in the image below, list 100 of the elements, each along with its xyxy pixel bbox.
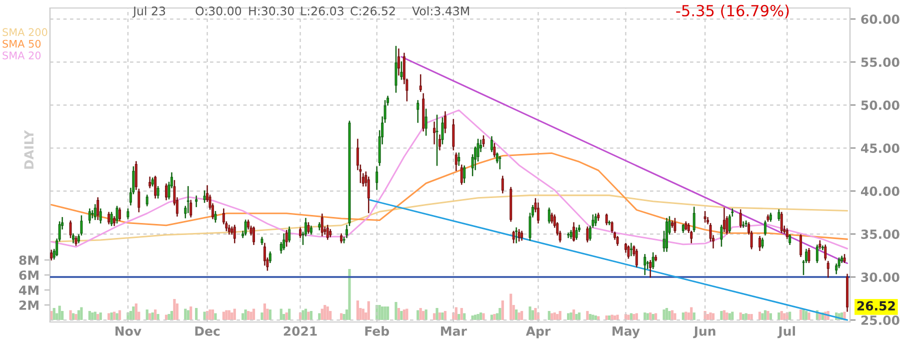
bar xyxy=(592,314,594,320)
bar xyxy=(684,312,688,320)
y2-tick-label: 4M xyxy=(19,286,38,295)
annotation: -5.35 (16.79%) xyxy=(676,4,789,18)
bar xyxy=(348,268,351,320)
candlestick xyxy=(88,208,91,224)
candlestick xyxy=(118,208,121,221)
candlestick xyxy=(722,208,726,232)
candlestick xyxy=(742,221,745,228)
bar xyxy=(378,304,381,320)
bar xyxy=(764,310,767,320)
bar xyxy=(788,312,792,320)
bar xyxy=(184,308,187,320)
candlestick xyxy=(285,230,288,247)
candlestick xyxy=(720,224,723,247)
bar xyxy=(744,313,748,320)
bar xyxy=(520,310,524,320)
candlestick xyxy=(397,48,400,76)
text: SMA 200 xyxy=(2,28,48,36)
candlestick xyxy=(800,234,802,258)
candlestick xyxy=(548,208,550,224)
candlestick xyxy=(586,226,589,242)
annotation: L:26.03 xyxy=(301,6,344,16)
line-series xyxy=(50,152,848,240)
bar xyxy=(320,308,324,320)
bar xyxy=(783,313,786,320)
candlestick xyxy=(416,100,420,123)
bar xyxy=(340,313,343,320)
bar xyxy=(244,309,247,320)
candlestick xyxy=(452,119,455,150)
candlestick xyxy=(501,176,504,194)
candlestick xyxy=(252,226,255,245)
bar xyxy=(436,308,438,320)
candlestick xyxy=(652,252,654,270)
bar xyxy=(720,310,723,320)
candlestick xyxy=(96,197,100,220)
bar xyxy=(394,302,398,320)
candlestick xyxy=(498,156,502,170)
bar xyxy=(307,312,310,320)
bar xyxy=(594,315,597,320)
bar xyxy=(690,307,693,320)
y-tick-label: 55.00 xyxy=(861,57,900,67)
candlestick xyxy=(441,117,444,144)
candlestick xyxy=(630,242,632,256)
candlestick xyxy=(376,166,378,190)
bar xyxy=(712,313,715,320)
candlestick xyxy=(99,208,102,224)
bar xyxy=(460,308,463,320)
candlestick xyxy=(419,74,422,92)
bar xyxy=(386,306,390,320)
bar xyxy=(52,308,56,320)
bar xyxy=(156,314,160,320)
bar xyxy=(706,314,710,320)
bar xyxy=(176,303,178,320)
bar xyxy=(362,308,364,320)
bar xyxy=(588,314,592,320)
bar xyxy=(419,308,422,320)
bar xyxy=(627,314,630,320)
bar xyxy=(769,313,772,320)
candlestick xyxy=(824,244,827,260)
bar xyxy=(422,310,425,320)
candlestick xyxy=(816,244,818,264)
x-tick-label: 2021 xyxy=(284,326,317,336)
bar xyxy=(263,303,266,320)
bar xyxy=(154,309,157,320)
bar xyxy=(558,310,562,320)
candlestick xyxy=(233,224,236,244)
candlestick xyxy=(214,211,217,223)
bar xyxy=(742,314,745,320)
candlestick xyxy=(326,224,329,240)
bar xyxy=(635,313,638,320)
bar xyxy=(132,306,135,320)
y-tick-label: 45.00 xyxy=(860,143,900,153)
bar xyxy=(808,312,810,320)
bar xyxy=(728,313,731,320)
bar xyxy=(118,310,122,320)
candlestick xyxy=(126,208,130,220)
bar xyxy=(550,313,554,320)
bar xyxy=(116,313,118,320)
y-tick-label: 60.00 xyxy=(861,14,900,24)
x-tick-label: Apr xyxy=(526,326,551,338)
bar xyxy=(662,309,666,320)
candlestick xyxy=(282,233,286,250)
bar xyxy=(750,314,753,320)
candlestick xyxy=(780,212,783,233)
bar xyxy=(644,312,646,320)
bar xyxy=(441,312,444,320)
bar xyxy=(367,301,370,320)
bar xyxy=(531,310,534,320)
bar xyxy=(222,312,225,320)
bar xyxy=(108,313,110,320)
bar xyxy=(324,304,326,320)
bar xyxy=(402,309,406,320)
bar xyxy=(424,309,428,320)
bar xyxy=(804,310,808,320)
bar xyxy=(203,312,206,320)
candlestick xyxy=(692,206,696,232)
bar xyxy=(722,310,726,320)
bar xyxy=(384,306,386,320)
bar xyxy=(566,313,570,320)
